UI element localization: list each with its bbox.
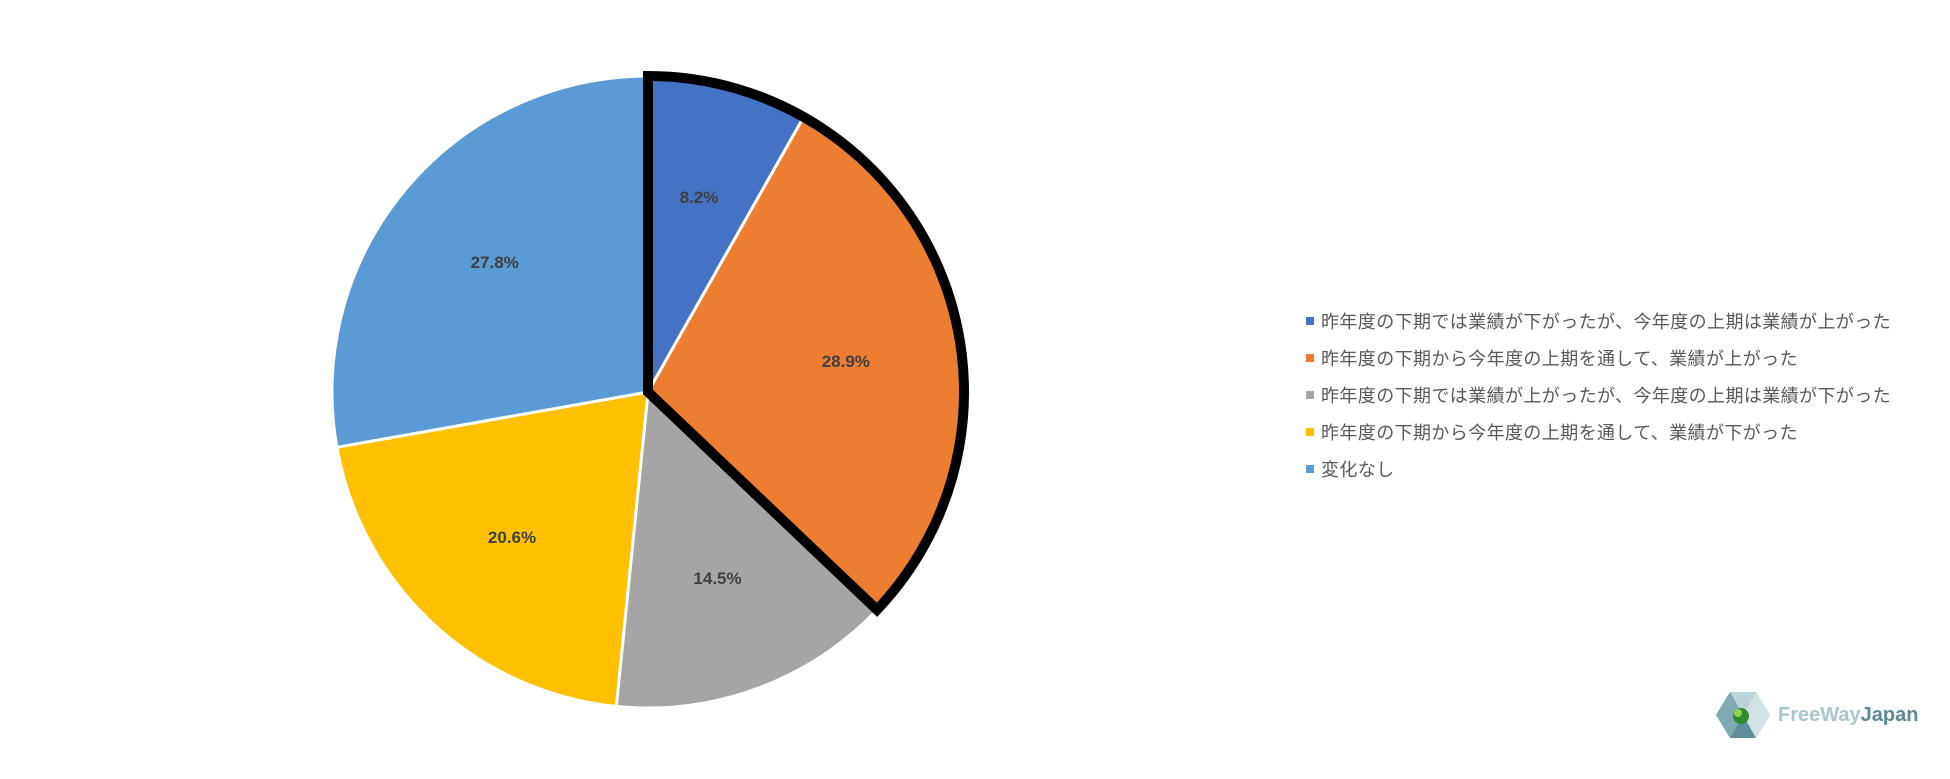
slice-label-3: 14.5%: [693, 569, 741, 588]
legend-label-5: 変化なし: [1321, 459, 1395, 481]
pie-data-labels: 8.2% 28.9% 14.5% 20.6% 27.8%: [471, 188, 870, 588]
pie-slice-5: [330, 74, 650, 450]
legend-item-5: 変化なし: [1306, 450, 1891, 487]
slice-label-1: 8.2%: [680, 188, 719, 207]
legend-item-4: 昨年度の下期から今年度の上期を通して、業績が下がった: [1306, 413, 1891, 450]
highlight-outline: [643, 70, 969, 617]
slice-label-4: 20.6%: [488, 528, 536, 547]
selected-slices-outline: [643, 70, 969, 617]
legend-swatch-4: [1306, 427, 1314, 436]
logo-wordmark: FreeWayJapan: [1778, 704, 1918, 727]
logo-japan-text: Japan: [1860, 703, 1919, 726]
legend-swatch-1: [1306, 316, 1314, 325]
legend-swatch-3: [1306, 390, 1314, 399]
pie-slices: [330, 74, 966, 710]
freewayjapan-logo-icon: [1716, 692, 1770, 738]
logo-free-text: FreeWay: [1778, 703, 1861, 726]
legend-item-1: 昨年度の下期では業績が下がったが、今年度の上期は業績が上がった: [1306, 302, 1891, 339]
legend-item-3: 昨年度の下期では業績が上がったが、今年度の上期は業績が下がった: [1306, 376, 1891, 413]
legend-swatch-5: [1306, 464, 1314, 473]
logo: FreeWayJapan: [1712, 690, 1918, 740]
legend: 昨年度の下期では業績が下がったが、今年度の上期は業績が上がった 昨年度の下期から今…: [1306, 302, 1891, 487]
legend-label-3: 昨年度の下期では業績が上がったが、今年度の上期は業績が下がった: [1321, 385, 1892, 407]
legend-label-4: 昨年度の下期から今年度の上期を通して、業績が下がった: [1321, 422, 1798, 444]
legend-label-1: 昨年度の下期では業績が下がったが、今年度の上期は業績が上がった: [1321, 311, 1892, 333]
legend-label-2: 昨年度の下期から今年度の上期を通して、業績が上がった: [1321, 348, 1798, 370]
pie-slice-4: [335, 390, 650, 709]
legend-swatch-2: [1306, 353, 1314, 362]
slice-label-5: 27.8%: [471, 253, 519, 272]
pie-slice-3: [614, 388, 880, 710]
legend-item-2: 昨年度の下期から今年度の上期を通して、業績が上がった: [1306, 339, 1891, 376]
slice-label-2: 28.9%: [822, 352, 870, 371]
